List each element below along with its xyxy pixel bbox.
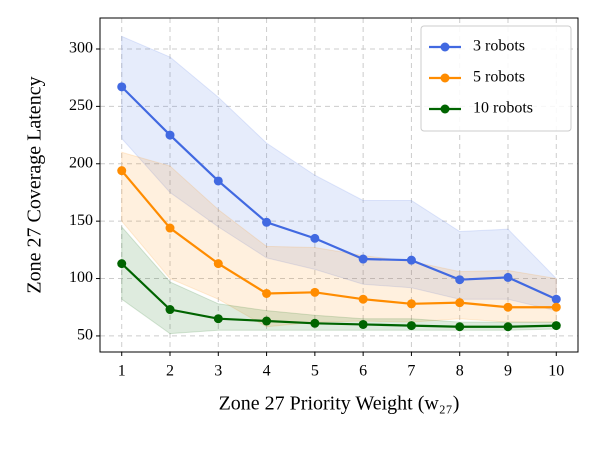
point [551,294,561,304]
legend-text: 5 robots [473,69,525,86]
point [406,255,416,265]
point [310,287,320,297]
legend-box [420,25,572,132]
legend-text: 10 robots [473,100,533,117]
x-tick-label: 9 [504,363,512,380]
y-tick-label: 200 [69,154,93,171]
x-tick-label: 1 [118,363,126,380]
point [213,176,223,186]
point [165,223,175,233]
point [262,316,272,326]
point [455,322,465,332]
point [455,275,465,285]
y-axis-label: Zone 27 Coverage Latency [24,76,46,293]
y-tick-label: 50 [77,327,93,344]
x-tick-label: 10 [548,363,564,380]
x-tick-label: 4 [263,363,271,380]
x-tick-label: 5 [311,363,319,380]
point [551,321,561,331]
point [117,82,127,92]
point [358,319,368,329]
x-axis-label: Zone 27 Priority Weight (w₂₇) [219,393,460,415]
x-tick-label: 6 [359,363,367,380]
legend-marker [440,42,450,52]
plot-frame [99,17,579,353]
point [213,259,223,269]
series-line [120,169,557,309]
point [406,299,416,309]
series-line [120,262,557,328]
point [213,314,223,324]
point [262,288,272,298]
point [455,298,465,308]
x-tick-label: 2 [166,363,174,380]
series-line [120,86,557,301]
point [165,130,175,140]
y-tick-label: 300 [69,40,93,57]
legend-marker [440,73,450,83]
point [165,305,175,315]
point [117,166,127,176]
legend-marker [440,104,450,114]
y-tick-label: 250 [69,97,93,114]
y-tick-label: 150 [69,212,93,229]
x-tick-label: 8 [456,363,464,380]
point [358,254,368,264]
x-tick-label: 7 [407,363,415,380]
legend-text: 3 robots [473,38,525,55]
x-tick-label: 3 [214,363,222,380]
point [406,321,416,331]
point [117,259,127,269]
point [503,322,513,332]
point [503,302,513,312]
point [551,302,561,312]
point [503,272,513,282]
point [310,318,320,328]
point [262,217,272,227]
point [358,294,368,304]
point [310,233,320,243]
y-tick-label: 100 [69,269,93,286]
